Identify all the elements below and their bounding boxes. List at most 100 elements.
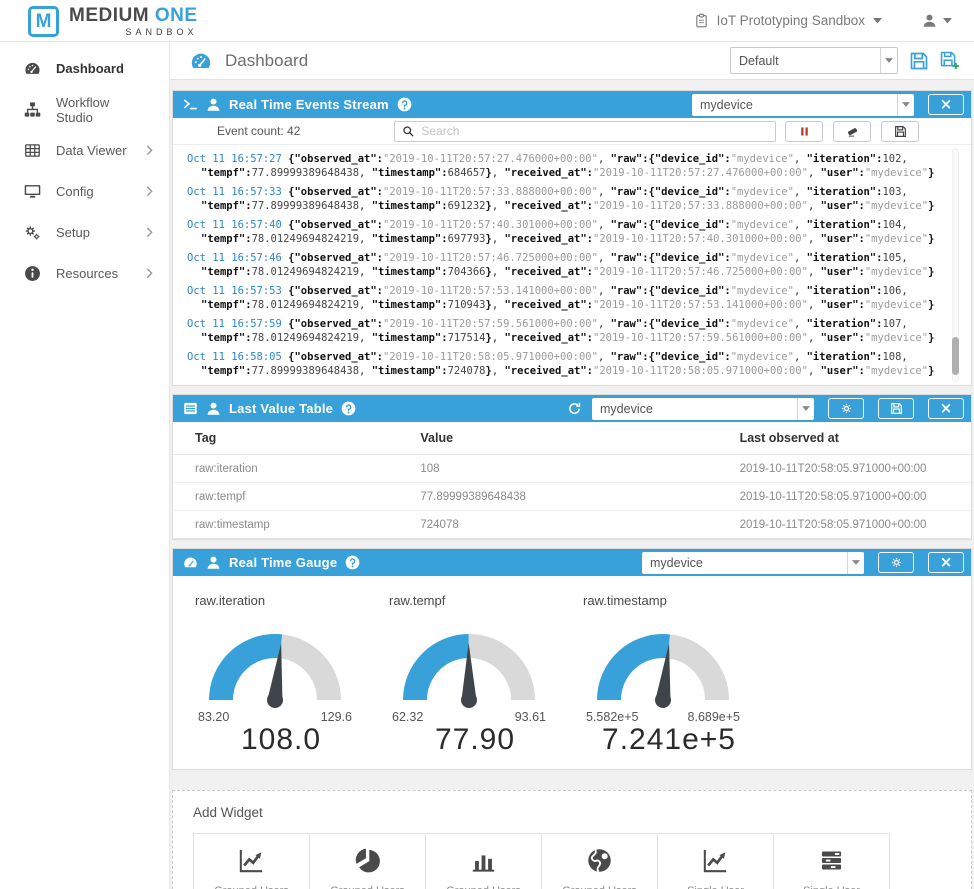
events-stream-header: Real Time Events Stream mydevice × xyxy=(173,91,971,118)
sitemap-icon xyxy=(24,101,41,118)
caret-down-icon xyxy=(897,93,914,116)
cell-value: 108 xyxy=(420,462,440,475)
sidebar-item-resources[interactable]: Resources xyxy=(0,253,169,294)
brand-subtitle: SANDBOX xyxy=(125,27,198,37)
log-entry: Oct 11 16:57:40 {"observed_at":"2019-10-… xyxy=(187,219,935,245)
save-dashboard-as-new-button[interactable] xyxy=(940,51,960,71)
add-widget-option-single-user-cross-filter-chart[interactable]: Single User Cross Filter Chart xyxy=(773,833,890,889)
add-widget-title: Add Widget xyxy=(193,805,263,820)
log-scrollbar[interactable] xyxy=(952,148,959,382)
close-panel-button[interactable]: × xyxy=(928,552,964,573)
add-widget-option-grouped-users-pie-chart[interactable]: Grouped Users Pie Chart xyxy=(309,833,426,889)
cell-value: 77.89999389648438 xyxy=(420,490,526,503)
gauge-widget: raw.timestamp 5.582e+5 8.689e+5 7.241e+5 xyxy=(583,593,777,757)
add-widget-option-grouped-users-line-chart[interactable]: Grouped Users Line Chart xyxy=(193,833,310,889)
gauge-widget: raw.iteration 83.20 129.6 108.0 xyxy=(195,593,389,757)
log-entry: Oct 11 16:58:05 {"observed_at":"2019-10-… xyxy=(187,351,935,377)
events-stream-panel: Real Time Events Stream mydevice × Event… xyxy=(172,90,972,386)
save-dashboard-button[interactable] xyxy=(909,51,929,71)
globe-icon xyxy=(586,847,613,874)
clear-stream-button[interactable] xyxy=(833,120,871,142)
log-entry: Oct 11 16:57:59 {"observed_at":"2019-10-… xyxy=(187,318,935,344)
panel-save-button[interactable] xyxy=(878,398,914,419)
events-device-select[interactable]: mydevice xyxy=(692,93,914,116)
main-area: Dashboard Default Real Time Events Strea… xyxy=(170,42,974,889)
add-widget-option-grouped-users-geopoint-chart[interactable]: Grouped Users GeoPoint Chart xyxy=(541,833,658,889)
brand-name: MEDIUM ONE xyxy=(69,5,198,26)
gears-icon xyxy=(24,224,41,241)
gauge-device-select[interactable]: mydevice xyxy=(642,551,864,574)
sidebar-nav: Dashboard Workflow Studio Data Viewer Co… xyxy=(0,42,170,889)
sidebar-item-config[interactable]: Config xyxy=(0,171,169,212)
topbar: M MEDIUM ONE SANDBOX IoT Prototyping San… xyxy=(0,0,974,42)
add-widget-panel: Add Widget Grouped Users Line Chart Grou… xyxy=(172,790,972,889)
desktop-icon xyxy=(24,183,41,200)
gauge-dial xyxy=(389,614,583,709)
dashboard-content: Real Time Events Stream mydevice × Event… xyxy=(170,80,974,889)
brand-logo: M MEDIUM ONE SANDBOX xyxy=(28,3,198,38)
search-box xyxy=(394,120,777,142)
gauge-dial xyxy=(583,614,777,709)
gauge-icon xyxy=(24,60,41,77)
help-icon[interactable] xyxy=(397,97,412,112)
table-row: raw:tempf 77.89999389648438 2019-10-11T2… xyxy=(173,483,971,511)
real-time-gauge-header: Real Time Gauge mydevice × xyxy=(173,549,971,576)
close-panel-button[interactable]: × xyxy=(928,398,964,419)
widget-line1: Single User xyxy=(803,883,860,889)
table-device-select[interactable]: mydevice xyxy=(592,397,814,420)
save-stream-button[interactable] xyxy=(881,120,919,142)
table-row: raw:timestamp 724078 2019-10-11T20:58:05… xyxy=(173,511,971,539)
search-input[interactable] xyxy=(421,124,769,138)
pause-stream-button[interactable] xyxy=(785,120,823,142)
page-title: Dashboard xyxy=(225,50,309,70)
panel-settings-button[interactable] xyxy=(878,552,914,573)
log-entry: Oct 11 16:57:33 {"observed_at":"2019-10-… xyxy=(187,186,935,212)
table-list-icon xyxy=(183,401,198,416)
clipboard-icon xyxy=(694,13,709,28)
user-icon xyxy=(922,13,937,28)
page-header: Dashboard Default xyxy=(170,42,974,80)
brand-mark: M xyxy=(28,6,59,37)
add-widget-option-grouped-users-bar-chart[interactable]: Grouped Users Bar Chart xyxy=(425,833,542,889)
chevron-right-icon xyxy=(146,186,153,197)
sidebar-item-workflow-studio[interactable]: Workflow Studio xyxy=(0,89,169,130)
gauge-value: 77.90 xyxy=(434,723,516,756)
gauge-value: 7.241e+5 xyxy=(602,723,736,756)
log-entry: Oct 11 16:57:53 {"observed_at":"2019-10-… xyxy=(187,285,935,311)
log-entry: Oct 11 16:57:46 {"observed_at":"2019-10-… xyxy=(187,252,935,278)
refresh-icon[interactable] xyxy=(567,401,582,416)
user-icon xyxy=(206,555,221,570)
widget-line1: Single User xyxy=(687,883,744,889)
panel-settings-button[interactable] xyxy=(828,398,864,419)
close-panel-button[interactable]: × xyxy=(928,94,964,115)
real-time-gauge-panel: Real Time Gauge mydevice × raw.iteration… xyxy=(172,548,972,770)
sidebar-item-setup[interactable]: Setup xyxy=(0,212,169,253)
events-toolbar: Event count: 42 xyxy=(173,118,971,145)
column-header-last-observed: Last observed at xyxy=(739,431,839,445)
cell-last-observed: 2019-10-11T20:58:05.971000+00:00 xyxy=(739,518,927,531)
sidebar-item-dashboard[interactable]: Dashboard xyxy=(0,48,169,89)
cross-filter-icon xyxy=(818,847,845,874)
log-scrollbar-thumb[interactable] xyxy=(952,337,959,375)
panel-title: Real Time Events Stream xyxy=(229,97,389,112)
cell-value: 724078 xyxy=(420,518,459,531)
events-log: Oct 11 16:57:27 {"observed_at":"2019-10-… xyxy=(173,145,971,385)
table-body: raw:iteration 108 2019-10-11T20:58:05.97… xyxy=(173,455,971,539)
event-count: Event count: 42 xyxy=(217,124,301,138)
log-entries: Oct 11 16:57:27 {"observed_at":"2019-10-… xyxy=(187,153,937,378)
dashboard-select[interactable]: Default xyxy=(730,47,898,74)
help-icon[interactable] xyxy=(341,401,356,416)
gauge-label: raw.iteration xyxy=(195,593,266,608)
gauge-label: raw.timestamp xyxy=(583,593,667,608)
add-widget-option-single-user-line-chart[interactable]: Single User Line Chart xyxy=(657,833,774,889)
chevron-right-icon xyxy=(146,145,153,156)
sidebar-item-data-viewer[interactable]: Data Viewer xyxy=(0,130,169,171)
workspace-selector[interactable]: IoT Prototyping Sandbox xyxy=(694,13,882,28)
caret-down-icon xyxy=(943,17,952,24)
account-menu[interactable] xyxy=(922,13,952,28)
log-entry: Oct 11 16:57:27 {"observed_at":"2019-10-… xyxy=(187,153,935,179)
cell-tag: raw:iteration xyxy=(195,462,258,475)
table-row: raw:iteration 108 2019-10-11T20:58:05.97… xyxy=(173,455,971,483)
help-icon[interactable] xyxy=(345,555,360,570)
user-icon xyxy=(206,401,221,416)
